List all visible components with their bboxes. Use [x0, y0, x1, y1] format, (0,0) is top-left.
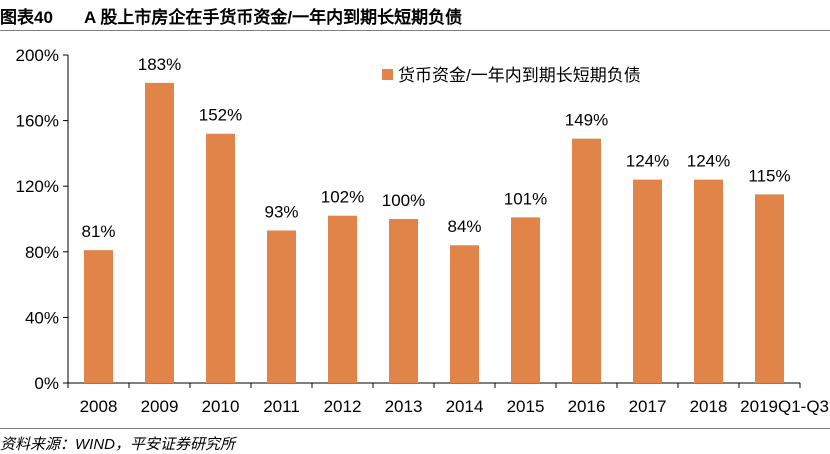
data-label: 152% — [199, 106, 242, 125]
y-axis: 0% 40% 80% 120% 160% 200% — [16, 46, 69, 393]
x-tick-label: 2010 — [202, 397, 240, 416]
bar — [84, 250, 113, 383]
data-label: 183% — [138, 55, 181, 74]
data-label: 100% — [382, 191, 425, 210]
x-tick-label: 2013 — [385, 397, 423, 416]
x-tick-label: 2012 — [324, 397, 362, 416]
legend: 货币资金/一年内到期长短期负债 — [382, 66, 641, 85]
data-label: 124% — [626, 152, 669, 171]
bar — [389, 219, 418, 383]
y-tick-label: 200% — [16, 46, 59, 65]
data-label: 149% — [565, 111, 608, 130]
y-tick-label: 40% — [25, 308, 59, 327]
bar — [206, 133, 235, 383]
bar-chart: 0% 40% 80% 120% 160% 200% 2008 2009 2010 2011 201… — [16, 46, 829, 416]
x-tick-label: 2016 — [568, 397, 606, 416]
bar — [328, 215, 357, 383]
x-tick-label: 2019Q1-Q3 — [740, 397, 829, 416]
bar — [145, 82, 174, 383]
x-tick-label: 2017 — [629, 397, 667, 416]
bar-series — [84, 82, 784, 383]
data-label: 93% — [264, 202, 298, 221]
data-label: 84% — [447, 217, 481, 236]
data-label: 115% — [748, 166, 790, 185]
source-note: 资料来源：WIND，平安证券研究所 — [0, 436, 235, 453]
legend-swatch — [382, 69, 393, 80]
y-tick-label: 160% — [16, 112, 59, 131]
legend-label: 货币资金/一年内到期长短期负债 — [398, 66, 641, 85]
x-tick-label: 2014 — [446, 397, 484, 416]
x-tick-label: 2009 — [141, 397, 179, 416]
bar — [267, 230, 296, 383]
data-label: 81% — [81, 222, 115, 241]
bar — [450, 245, 479, 383]
x-axis: 2008 2009 2010 2011 2012 2013 2014 2015 2016 2017… — [67, 382, 829, 416]
x-tick-label: 2011 — [263, 397, 300, 416]
data-label: 102% — [321, 188, 364, 207]
figure-number: 图表40 — [0, 8, 53, 27]
x-tick-label: 2008 — [80, 397, 118, 416]
y-tick-label: 80% — [25, 243, 59, 262]
bar — [694, 179, 723, 383]
bar — [572, 138, 601, 383]
title-bar: 图表40 A 股上市房企在手货币资金/一年内到期长短期负债 — [0, 0, 830, 31]
y-tick-label: 0% — [34, 374, 59, 393]
bar — [633, 179, 662, 383]
x-tick-label: 2018 — [690, 397, 728, 416]
bar — [511, 217, 540, 383]
x-tick-label: 2015 — [507, 397, 545, 416]
y-tick-label: 120% — [16, 177, 59, 196]
data-label: 124% — [687, 152, 730, 171]
data-labels: 81% 183% 152% 93% 102% 100% 84% 101% 149% 124% 124… — [81, 55, 790, 241]
bar — [755, 194, 784, 383]
data-label: 101% — [504, 189, 547, 208]
source-bar: 资料来源：WIND，平安证券研究所 — [0, 428, 830, 454]
chart-title: A 股上市房企在手货币资金/一年内到期长短期负债 — [84, 8, 463, 27]
